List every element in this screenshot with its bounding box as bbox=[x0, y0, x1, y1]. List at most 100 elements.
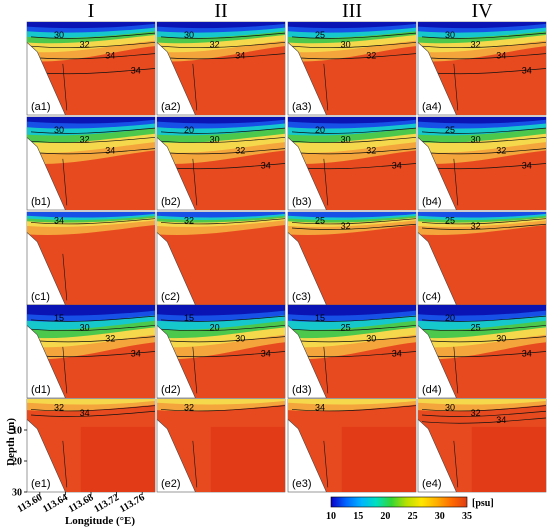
contour-line bbox=[421, 53, 546, 60]
panel: 32 (c2) bbox=[156, 211, 286, 306]
seabed-outline bbox=[156, 137, 196, 211]
salinity-band bbox=[27, 22, 155, 29]
contour-line bbox=[160, 218, 285, 225]
contour-label: 30 bbox=[54, 30, 64, 40]
panel: 25 30 32 34 (b4) bbox=[417, 116, 547, 211]
contour-line bbox=[421, 417, 546, 424]
contour-label: 30 bbox=[445, 403, 455, 413]
high-salinity-patch bbox=[80, 426, 155, 492]
contour-line bbox=[453, 158, 459, 206]
contour-line bbox=[291, 315, 416, 322]
contour-line bbox=[291, 137, 416, 144]
contour-label: 30 bbox=[341, 39, 351, 49]
salinity-band bbox=[288, 117, 416, 124]
panel: 25 30 32 (a3) bbox=[287, 21, 417, 116]
contour-line bbox=[453, 63, 459, 111]
panel: 32 (e2) bbox=[156, 398, 286, 493]
panel-label: (b1) bbox=[31, 196, 51, 208]
panel-label: (e3) bbox=[292, 478, 312, 490]
contour-line bbox=[30, 315, 155, 322]
salinity-band bbox=[288, 305, 416, 316]
contour-label: 25 bbox=[315, 30, 325, 40]
contour-line bbox=[291, 405, 416, 412]
contour-label: 34 bbox=[392, 160, 402, 170]
high-salinity-patch bbox=[341, 426, 416, 492]
panel-label: (b3) bbox=[292, 196, 312, 208]
contour-line bbox=[421, 137, 546, 144]
salinity-band bbox=[27, 117, 155, 124]
panel: 25 32 (c3) bbox=[287, 211, 417, 306]
seabed-outline bbox=[156, 325, 196, 399]
contour-label: 20 bbox=[445, 313, 455, 323]
contour-line bbox=[421, 405, 546, 412]
contour-label: 30 bbox=[496, 333, 506, 343]
panel: 30 32 34 (b1) bbox=[26, 116, 156, 211]
contour-line bbox=[30, 137, 155, 144]
panel-label: (a2) bbox=[161, 101, 181, 113]
contour-line bbox=[323, 63, 329, 111]
colorbar-unit: [psu] bbox=[472, 498, 494, 509]
panel-label: (b2) bbox=[161, 196, 181, 208]
contour-label: 30 bbox=[54, 125, 64, 135]
contour-line bbox=[291, 127, 416, 134]
contour-label: 34 bbox=[392, 348, 402, 358]
salinity-band bbox=[288, 399, 416, 405]
contour-line bbox=[421, 325, 546, 332]
seabed-outline bbox=[26, 419, 66, 493]
contour-line bbox=[160, 53, 285, 60]
contour-line bbox=[30, 127, 155, 134]
panel-label: (e4) bbox=[422, 478, 442, 490]
y-tick-label: 30 bbox=[12, 488, 22, 499]
contour-line bbox=[421, 32, 546, 39]
panel: 30 32 34 34 (a1) bbox=[26, 21, 156, 116]
panel-label: (c3) bbox=[292, 291, 311, 303]
seabed-outline bbox=[417, 137, 457, 211]
column-header: II bbox=[214, 0, 227, 22]
contour-line bbox=[160, 137, 285, 144]
seabed-outline bbox=[417, 419, 457, 493]
panel-label: (a1) bbox=[31, 101, 51, 113]
contour-label: 32 bbox=[471, 39, 481, 49]
contour-label: 32 bbox=[210, 39, 220, 49]
panel-label: (e2) bbox=[161, 478, 181, 490]
contour-line bbox=[323, 346, 329, 394]
contour-label: 34 bbox=[105, 145, 115, 155]
contour-line bbox=[160, 336, 285, 343]
contour-label: 34 bbox=[235, 50, 245, 60]
salinity-band bbox=[157, 212, 285, 218]
salinity-band bbox=[157, 117, 285, 124]
contour-label: 34 bbox=[131, 65, 141, 75]
colorbar-tick-label: 20 bbox=[380, 511, 390, 522]
contour-line bbox=[421, 218, 546, 225]
contour-line bbox=[421, 223, 546, 230]
panel: 15 20 30 34 (d2) bbox=[156, 304, 286, 399]
contour-label: 30 bbox=[210, 134, 220, 144]
contour-label: 25 bbox=[445, 125, 455, 135]
seabed-outline bbox=[287, 325, 327, 399]
contour-line bbox=[421, 315, 546, 322]
contour-label: 34 bbox=[80, 408, 90, 418]
colorbar-tick-label: 30 bbox=[435, 511, 445, 522]
seabed-outline bbox=[287, 137, 327, 211]
salinity-band bbox=[418, 22, 546, 29]
panel-label: (d2) bbox=[161, 384, 181, 396]
salinity-band bbox=[418, 117, 546, 124]
x-tick-label: 113.64 bbox=[41, 492, 70, 515]
contour-label: 32 bbox=[184, 403, 194, 413]
contour-label: 20 bbox=[315, 125, 325, 135]
contour-line bbox=[192, 346, 198, 394]
colorbar-tick-label: 10 bbox=[326, 511, 336, 522]
contour-line bbox=[192, 63, 198, 111]
contour-label: 32 bbox=[80, 39, 90, 49]
x-tick-label: 113.72 bbox=[92, 492, 121, 515]
panel-label: (d3) bbox=[292, 384, 312, 396]
contour-label: 32 bbox=[184, 216, 194, 226]
seabed-outline bbox=[156, 419, 196, 493]
panel: 30 32 34 (e4) bbox=[417, 398, 547, 493]
contour-line bbox=[291, 325, 416, 332]
y-axis-label: Depth (m) bbox=[5, 418, 17, 466]
salinity-band bbox=[157, 305, 285, 316]
contour-label: 30 bbox=[80, 322, 90, 332]
contour-label: 32 bbox=[54, 403, 64, 413]
